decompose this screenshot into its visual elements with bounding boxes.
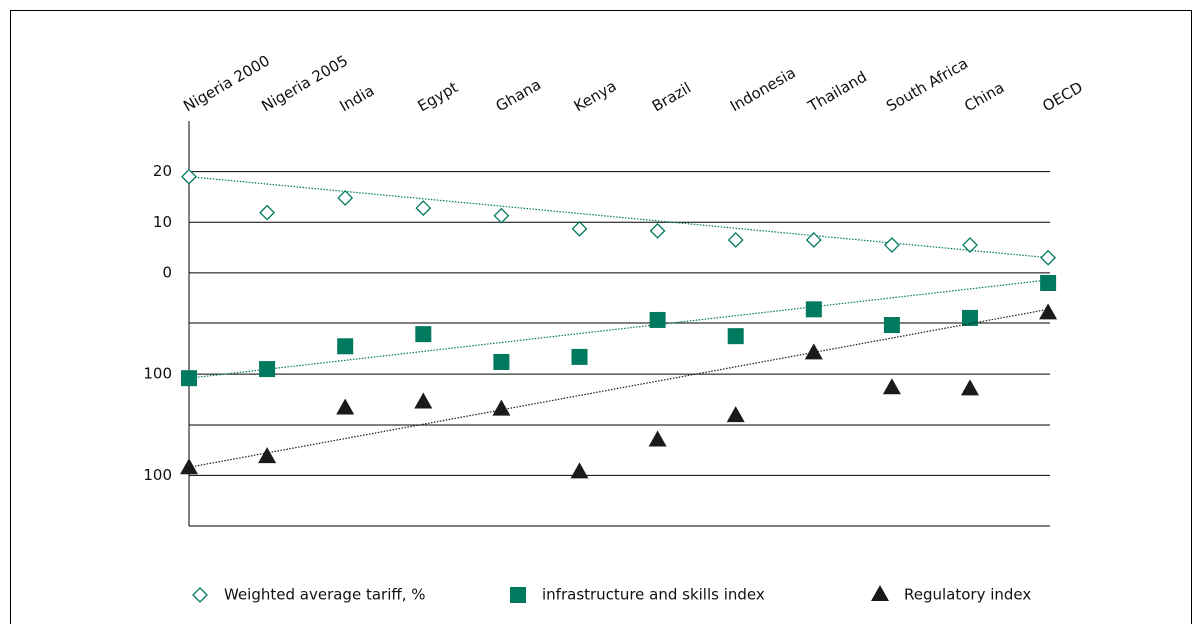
point: [962, 237, 978, 253]
legend-label: infrastructure and skills index: [542, 586, 765, 604]
point: [804, 343, 823, 360]
y-tick-label: 0: [162, 263, 172, 281]
point: [727, 328, 744, 345]
x-tick-label: Kenya: [571, 77, 620, 116]
x-tick-label: China: [961, 78, 1007, 115]
legend-marker: [510, 587, 526, 603]
point: [649, 222, 666, 239]
point: [258, 447, 277, 464]
point: [337, 338, 354, 355]
x-tick-label: Brazil: [649, 79, 694, 116]
frame: [10, 10, 1192, 624]
trend-line: [188, 279, 1049, 379]
x-tick-label: OECD: [1039, 78, 1086, 115]
trend-line: [188, 176, 1049, 259]
point: [726, 406, 745, 423]
x-tick-label: Thailand: [804, 68, 870, 116]
point: [493, 207, 510, 224]
point: [571, 220, 588, 237]
point: [883, 237, 900, 253]
y-tick-label: 20: [153, 162, 172, 180]
point: [180, 458, 198, 475]
point: [1040, 275, 1057, 291]
x-tick-label: Indonesia: [727, 63, 799, 115]
legend-marker: [192, 587, 208, 603]
legend-label: Regulatory index: [904, 586, 1031, 604]
y-tick-label: 10: [153, 213, 172, 231]
point: [805, 301, 822, 318]
point: [882, 378, 901, 395]
x-tick-label: Ghana: [493, 75, 544, 115]
point: [570, 462, 589, 479]
y-tick-label: 100: [143, 365, 172, 383]
point: [181, 168, 197, 185]
point: [962, 309, 978, 326]
x-tick-label: Nigeria 2000: [180, 51, 273, 115]
point: [961, 379, 979, 396]
point: [727, 232, 744, 248]
point: [649, 311, 666, 328]
x-tick-label: Egypt: [415, 78, 462, 115]
point: [805, 232, 822, 248]
legend-label: Weighted average tariff, %: [224, 586, 425, 604]
point: [415, 326, 432, 343]
x-tick-label: India: [336, 81, 377, 115]
point: [181, 370, 197, 387]
point: [493, 353, 510, 370]
point: [648, 430, 667, 447]
point: [1039, 303, 1058, 320]
x-tick-label: Nigeria 2005: [258, 51, 351, 115]
point: [1040, 249, 1057, 266]
legend-marker: [871, 585, 889, 601]
point: [259, 204, 276, 221]
trend-line: [188, 308, 1049, 468]
point: [492, 399, 511, 416]
y-tick-label: 100: [143, 466, 172, 484]
point: [414, 392, 433, 409]
point: [415, 200, 432, 216]
x-tick-label: South Africa: [883, 54, 971, 115]
point: [337, 190, 354, 206]
point: [336, 398, 355, 415]
point: [571, 348, 588, 365]
point: [883, 317, 900, 334]
point: [259, 361, 276, 378]
